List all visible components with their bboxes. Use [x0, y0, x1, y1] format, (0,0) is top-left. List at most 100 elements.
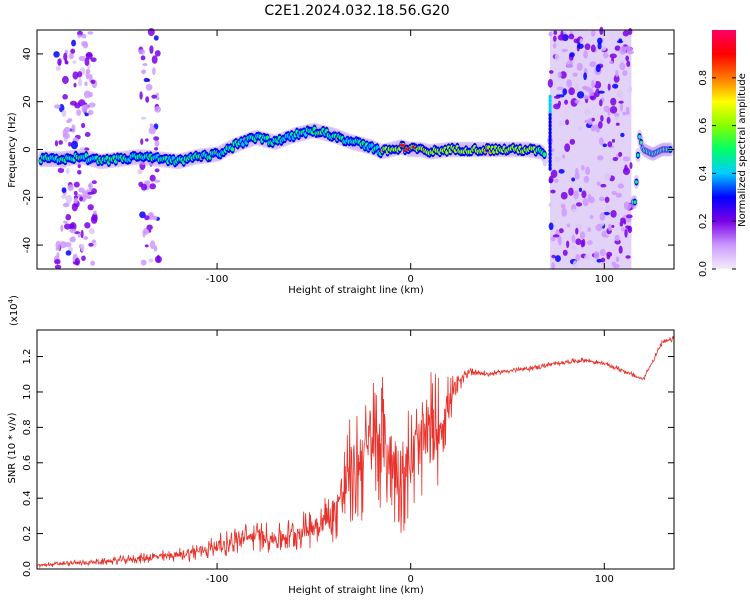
noise-blob	[149, 174, 156, 182]
noise-blob	[609, 60, 614, 65]
y-tick-label: 0.8	[22, 419, 33, 435]
noise-blob	[54, 104, 61, 109]
noise-blob	[69, 236, 76, 243]
noise-blob	[553, 30, 558, 35]
noise-blob	[566, 79, 572, 88]
noise-blob	[600, 257, 606, 263]
noise-blob	[593, 251, 600, 260]
noise-blob	[144, 180, 151, 185]
noise-blob	[90, 57, 97, 63]
noise-blob	[66, 119, 71, 124]
noise-blob	[625, 55, 630, 62]
noise-blob	[619, 221, 624, 227]
noise-blob	[65, 250, 72, 256]
spectrogram-ticks: -100 0 100 -40 -20 0 20 40	[22, 30, 674, 285]
noise-blob	[141, 116, 147, 120]
noise-blob	[627, 85, 633, 93]
snr-scale-exponent: 4	[7, 298, 15, 303]
noise-blob	[62, 94, 68, 100]
y-tick-label: 0.4	[22, 490, 33, 506]
colorbar-gradient	[712, 30, 736, 269]
noise-blob	[584, 43, 591, 51]
snr-ticks: -100 0 100 0.0 0.2 0.4 0.6 0.8 1.0 1.2	[22, 330, 674, 585]
noise-blob	[614, 45, 621, 51]
noise-blob	[84, 104, 89, 110]
noise-blob	[614, 234, 620, 242]
noise-blob	[69, 100, 77, 106]
colorbar-label: Normalized spectral amplitude	[737, 73, 748, 227]
noise-blob	[606, 116, 611, 124]
noise-blob	[73, 82, 77, 88]
noise-blob	[622, 156, 631, 162]
noise-blob	[54, 140, 59, 147]
noise-blob	[72, 60, 77, 64]
noise-blob	[65, 214, 72, 221]
noise-blob	[612, 83, 619, 89]
noise-blob	[597, 90, 605, 94]
noise-blob	[83, 236, 89, 240]
noise-blob	[63, 52, 68, 61]
noise-blob	[601, 230, 607, 238]
noise-blob	[84, 132, 91, 137]
noise-blob	[152, 215, 158, 221]
y-tick-label: 0	[22, 146, 33, 152]
noise-blob	[88, 227, 95, 235]
noise-blob	[589, 95, 595, 99]
noise-blob	[140, 55, 146, 61]
noise-blob	[154, 179, 161, 183]
noise-blob	[80, 243, 85, 252]
ridge-peak	[636, 153, 640, 158]
noise-blob	[58, 140, 63, 145]
noise-blob	[149, 240, 156, 250]
noise-blob	[620, 103, 624, 112]
noise-blob	[156, 254, 161, 263]
noise-blob	[564, 99, 569, 105]
ridge-spike	[548, 162, 552, 168]
noise-blob	[621, 227, 625, 232]
noise-blob	[585, 166, 591, 175]
noise-blob	[618, 38, 623, 43]
noise-blob	[597, 155, 604, 161]
noise-blob	[558, 169, 565, 174]
noise-blob	[562, 249, 568, 256]
spectrogram-marks	[37, 26, 674, 270]
noise-blob	[605, 204, 611, 214]
noise-blob	[65, 167, 70, 175]
noise-blob	[590, 30, 596, 37]
colorbar-ticks: 0.0 0.2 0.4 0.6 0.8	[698, 70, 736, 277]
noise-blob	[611, 190, 617, 196]
noise-blob	[612, 157, 619, 162]
noise-blob	[602, 52, 609, 59]
colorbar-tick-label: 0.0	[698, 261, 709, 277]
snr-frame	[36, 329, 675, 570]
noise-blob	[551, 254, 556, 259]
noise-blob	[70, 48, 76, 54]
noise-blob	[568, 87, 575, 96]
noise-blob	[72, 71, 79, 80]
noise-blob	[144, 215, 150, 221]
ridge-peak	[634, 180, 638, 184]
noise-blob	[619, 62, 626, 71]
noise-blob	[600, 114, 604, 122]
noise-blob	[90, 79, 96, 85]
colorbar-tick-label: 0.2	[698, 213, 709, 229]
noise-blob	[581, 164, 585, 171]
noise-blob	[87, 191, 95, 195]
noise-blob	[85, 70, 90, 80]
noise-blob	[151, 55, 158, 64]
noise-blob	[609, 106, 618, 114]
noise-blob	[571, 234, 576, 244]
x-tick-label: 0	[407, 274, 413, 285]
noise-blob	[587, 193, 592, 201]
noise-blob	[145, 138, 149, 142]
noise-blob	[559, 71, 567, 79]
x-tick-label: 0	[407, 574, 413, 585]
noise-blob	[62, 202, 70, 208]
noise-blob	[78, 55, 87, 62]
noise-blob	[65, 194, 73, 204]
noise-blob	[63, 220, 68, 224]
noise-blob	[556, 86, 564, 91]
spectrogram-xlabel: Height of straight line (km)	[288, 285, 424, 296]
colorbar: 0.0 0.2 0.4 0.6 0.8 Normalized spectral ampl…	[698, 30, 748, 277]
